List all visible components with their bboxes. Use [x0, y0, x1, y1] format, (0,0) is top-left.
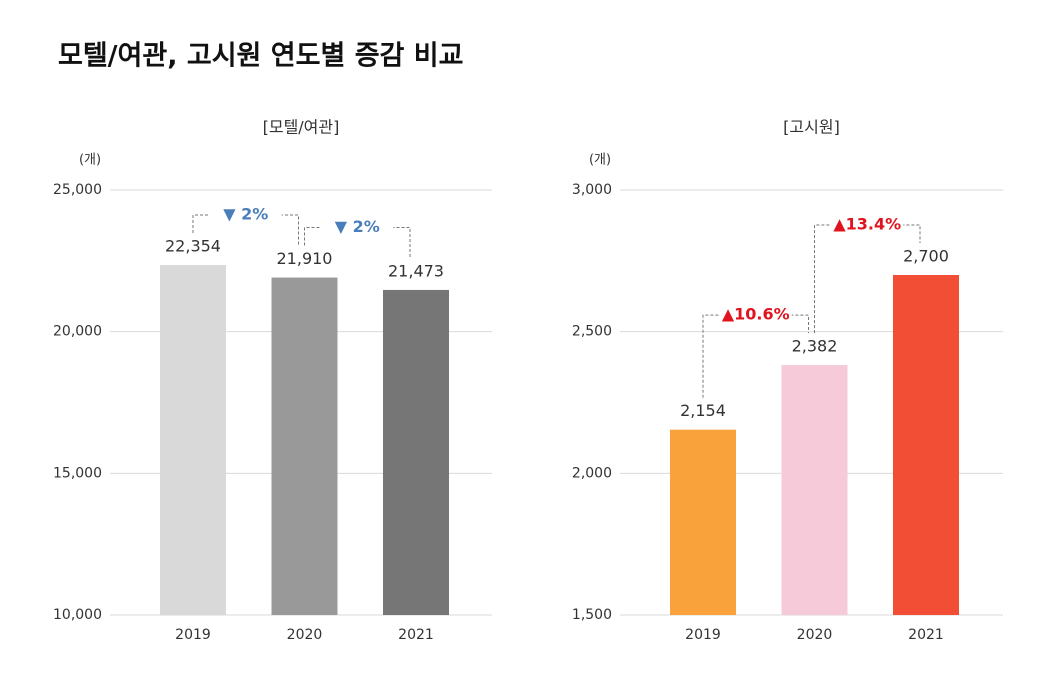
- x-tick-label: 2019: [685, 627, 721, 643]
- y-tick-label: 20,000: [53, 324, 102, 340]
- annotation: ▼ 2%: [223, 204, 268, 223]
- page-title: 모텔/여관, 고시원 연도별 증감 비교: [58, 41, 463, 72]
- x-tick-label: 2019: [175, 627, 211, 643]
- annotation: ▲13.4%: [833, 215, 901, 234]
- annotation-bg: [321, 216, 394, 239]
- x-tick-label: 2020: [797, 627, 833, 643]
- y-tick-label: 25,000: [53, 182, 102, 198]
- y-tick-label: 2,000: [572, 465, 612, 481]
- y-tick-label: 2,500: [572, 324, 612, 340]
- y-tick-label: 1,500: [572, 607, 612, 623]
- bar: [781, 365, 848, 615]
- chart-title: [모텔/여관]: [263, 118, 340, 137]
- annotation: ▼ 2%: [335, 217, 380, 236]
- annotation-bg: [831, 214, 904, 236]
- bar: [160, 264, 226, 615]
- annotation-bg: [719, 304, 792, 327]
- value-label: 21,910: [277, 249, 333, 268]
- chart-title: [고시원]: [783, 118, 840, 137]
- value-label: 22,354: [165, 236, 221, 255]
- y-tick-label: 3,000: [572, 182, 612, 198]
- bar: [383, 289, 449, 615]
- value-label: 21,473: [388, 261, 444, 280]
- y-tick-label: 15,000: [53, 465, 102, 481]
- value-label: 2,382: [792, 337, 838, 356]
- bar: [670, 429, 736, 615]
- bar: [271, 277, 338, 615]
- x-tick-label: 2021: [908, 627, 944, 643]
- y-axis-label: (개): [589, 153, 611, 168]
- bar: [893, 275, 959, 615]
- value-label: 2,700: [903, 247, 949, 266]
- value-label: 2,154: [680, 401, 726, 420]
- y-axis-label: (개): [79, 153, 101, 168]
- y-tick-label: 10,000: [53, 607, 102, 623]
- annotation: ▲10.6%: [722, 305, 790, 324]
- x-tick-label: 2021: [398, 627, 434, 643]
- x-tick-label: 2020: [287, 627, 323, 643]
- annotation-bg: [209, 203, 282, 226]
